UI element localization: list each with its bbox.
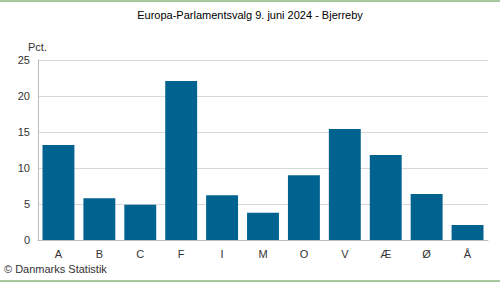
svg-text:I: I (221, 248, 224, 260)
svg-text:Å: Å (464, 248, 472, 260)
svg-text:V: V (341, 248, 349, 260)
svg-text:20: 20 (18, 90, 30, 102)
svg-text:Ø: Ø (422, 248, 431, 260)
svg-text:5: 5 (24, 198, 30, 210)
svg-text:0: 0 (24, 234, 30, 246)
svg-text:© Danmarks Statistik: © Danmarks Statistik (4, 263, 107, 275)
svg-text:10: 10 (18, 162, 30, 174)
svg-text:O: O (300, 248, 309, 260)
svg-text:C: C (136, 248, 144, 260)
svg-text:25: 25 (18, 54, 30, 66)
svg-text:Pct.: Pct. (28, 41, 47, 53)
svg-text:M: M (258, 248, 267, 260)
svg-text:A: A (55, 248, 63, 260)
svg-text:Æ: Æ (380, 248, 391, 260)
svg-text:F: F (178, 248, 185, 260)
svg-text:15: 15 (18, 126, 30, 138)
svg-text:B: B (96, 248, 103, 260)
svg-text:Europa-Parlamentsvalg 9. juni: Europa-Parlamentsvalg 9. juni 2024 - Bje… (137, 9, 363, 21)
